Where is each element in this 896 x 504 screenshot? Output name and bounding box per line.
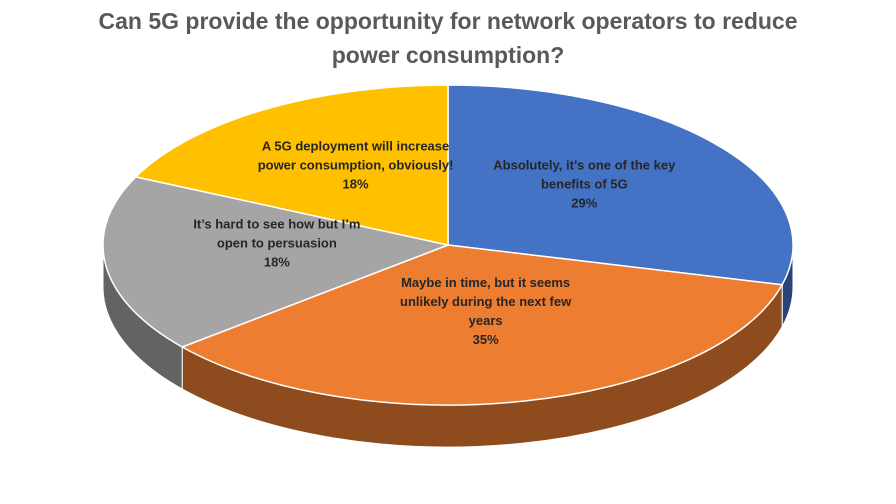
pie-slice [134,84,449,246]
pie-slice [180,244,784,406]
slice-value-label: 35% [472,332,499,348]
slice-label: It’s hard to see how but I’m open to per… [177,215,377,272]
slice-label: Absolutely, it’s one of the key benefits… [484,155,684,212]
slice-value-label: 18% [263,254,290,270]
pie-slice [447,84,794,286]
slice-value-label: 18% [342,176,369,192]
slice-value-label: 29% [571,195,598,211]
chart-title: Can 5G provide the opportunity for netwo… [98,8,798,68]
slice-label: A 5G deployment will increase power cons… [256,137,456,194]
slice-label: Maybe in time, but it seems unlikely dur… [386,273,586,349]
pie-slice [102,176,451,348]
